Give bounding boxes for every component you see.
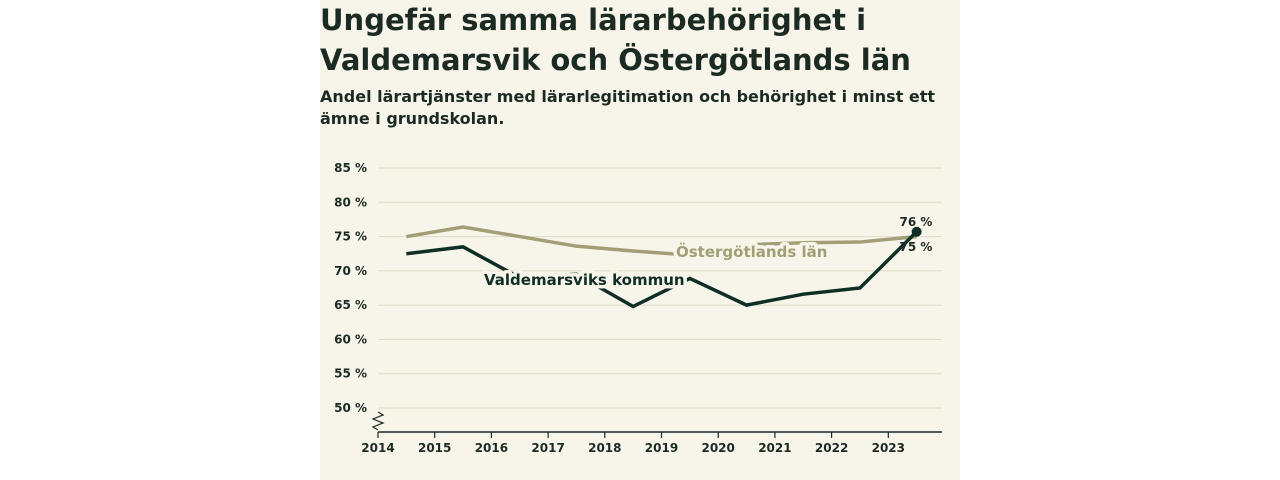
- line-chart: 50 % 55 % 60 % 65 % 70 % 75 % 80 % 85 % 2014 2015…: [334, 161, 942, 455]
- x-tick-label: 2020: [701, 441, 734, 455]
- series-line-ostergotlands-lan: [406, 225, 917, 257]
- series-label-ostergotlands-lan: Östergötlands län: [676, 242, 827, 261]
- chart-subtitle: Andel lärartjänster med lärarlegitimatio…: [320, 87, 936, 128]
- y-tick-label: 50 %: [334, 401, 367, 415]
- x-tick-label: 2016: [475, 441, 508, 455]
- y-tick-label: 85 %: [334, 161, 367, 175]
- end-label-ostergotlands-lan: 75 %: [900, 240, 933, 254]
- x-tick-label: 2023: [872, 441, 905, 455]
- y-tick-label: 55 %: [334, 367, 367, 381]
- y-tick-label: 60 %: [334, 332, 367, 346]
- y-tick-label: 75 %: [334, 230, 367, 244]
- series-label-valdemarsviks-kommun: Valdemarsviks kommun: [484, 271, 685, 289]
- y-tick-label: 80 %: [334, 195, 367, 209]
- x-tick-label: 2019: [645, 441, 678, 455]
- end-label-valdemarsviks-kommun: 76 %: [900, 215, 933, 229]
- x-tick-label: 2017: [531, 441, 564, 455]
- x-tick-label: 2022: [815, 441, 848, 455]
- x-tick-label: 2021: [758, 441, 791, 455]
- x-tick-label: 2014: [361, 441, 394, 455]
- y-tick-label: 70 %: [334, 264, 367, 278]
- y-tick-label: 65 %: [334, 298, 367, 312]
- series-line-valdemarsviks-kommun: [406, 230, 918, 309]
- end-point-marker: [911, 226, 922, 237]
- x-tick-label: 2018: [588, 441, 621, 455]
- chart-panel: Ungefär samma lärarbehörighet i Valdemar…: [320, 0, 960, 480]
- x-tick-label: 2015: [418, 441, 451, 455]
- axis-break-icon: [371, 411, 385, 431]
- chart-title: Ungefär samma lärarbehörighet i Valdemar…: [320, 3, 911, 77]
